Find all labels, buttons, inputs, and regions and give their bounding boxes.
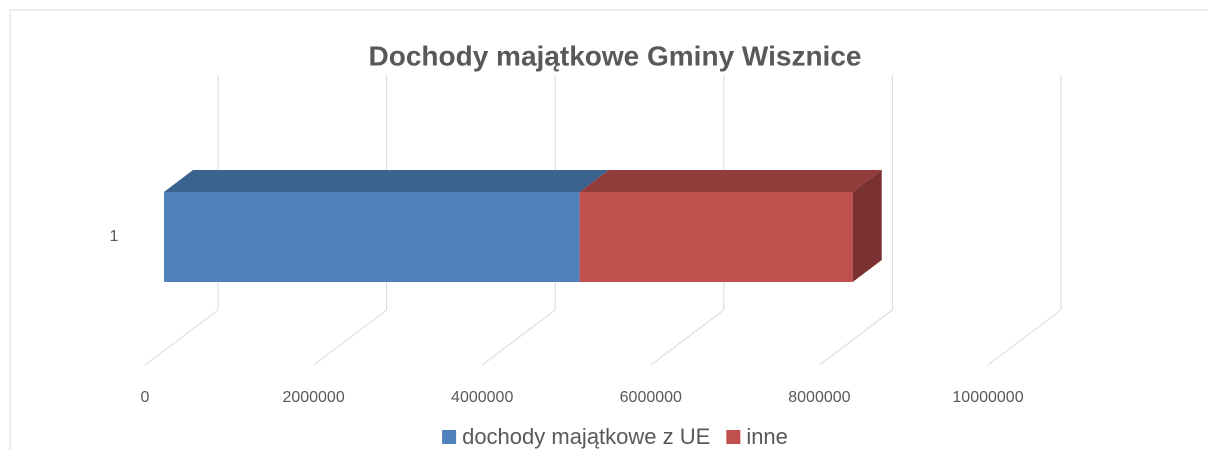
- x-tick-label: 10000000: [952, 389, 1023, 406]
- floor-line: [144, 309, 219, 366]
- bar-side: [852, 170, 882, 282]
- y-tick-label: 1: [110, 228, 119, 245]
- x-tick-label: 2000000: [282, 389, 344, 406]
- legend-swatch: [442, 430, 457, 444]
- floor-line: [987, 309, 1062, 366]
- chart-border: [9, 9, 1208, 450]
- bar: [579, 192, 853, 282]
- floor-line: [819, 309, 893, 366]
- bar-top: [164, 170, 609, 192]
- floor-line: [481, 309, 556, 366]
- floor-line: [313, 309, 387, 366]
- legend-label: inne: [746, 424, 788, 449]
- x-tick-label: 4000000: [451, 389, 513, 406]
- x-tick-label: 0: [141, 389, 150, 406]
- x-tick-label: 8000000: [788, 389, 850, 406]
- bar-top: [579, 170, 882, 192]
- x-tick-label: 6000000: [620, 389, 682, 406]
- bar: [164, 192, 580, 282]
- chart-title: Dochody majątkowe Gminy Wisznice: [369, 40, 862, 71]
- legend-label: dochody majątkowe z UE: [462, 424, 710, 449]
- legend-swatch: [726, 430, 741, 444]
- floor-line: [650, 309, 725, 366]
